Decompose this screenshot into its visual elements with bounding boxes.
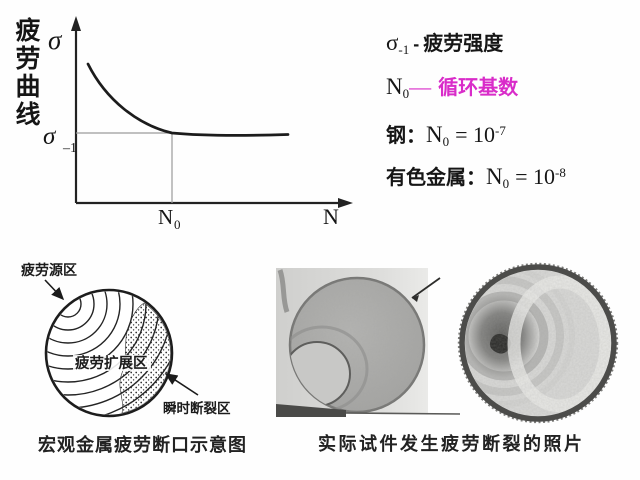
source-zone-arrow-icon (44, 279, 65, 301)
nonferrous-prefix: 有色金属： (386, 167, 486, 189)
y-axis-symbol: σ (48, 25, 63, 55)
side-title: 疲劳曲线 (12, 17, 40, 129)
x-axis-symbol: N (323, 204, 339, 229)
y-axis-arrow-icon (71, 16, 81, 31)
exponent: -8 (555, 165, 566, 180)
fracture-schematic: 疲劳源区 疲劳扩展区 瞬时断裂区 (21, 262, 231, 418)
note-nonferrous: 有色金属：N0 = 10-8 (386, 161, 566, 192)
note-steel: 钢：N0 = 10-7 (386, 119, 506, 150)
n-symbol: N (486, 164, 503, 189)
photo-bottom-band (276, 404, 346, 417)
photo-bottom-line (345, 412, 461, 415)
fracture-photo-left (276, 268, 461, 417)
photo-edge-streak (277, 269, 290, 313)
n-subscript: 0 (502, 176, 510, 191)
cycle-base-label: N0 (158, 205, 181, 232)
rupture-zone-label: 瞬时断裂区 (163, 400, 231, 416)
em-dash: — (409, 74, 432, 99)
equation-text: = 10 (515, 164, 556, 189)
n-subscript: 0 (442, 134, 450, 149)
source-zone-label: 疲劳源区 (21, 262, 77, 278)
note-fatigue-strength: σ-1- 疲劳强度 (386, 27, 503, 58)
growth-zone-label-bg (73, 355, 151, 371)
growth-zone-label: 疲劳扩展区 (75, 354, 148, 372)
photos-caption: 实际试件发生疲劳断裂的照片 (318, 434, 585, 454)
specimen-outer-texture (457, 262, 619, 424)
sn-curve (86, 62, 290, 137)
n-symbol: N (426, 122, 443, 147)
n-symbol: N (386, 74, 403, 99)
fatigue-curve-graph: σ σ –1 N0 N (43, 16, 353, 232)
sigma-subscript: -1 (398, 42, 410, 57)
note-cycle-base: N0— 循环基数 (386, 71, 518, 102)
exponent: -7 (495, 123, 506, 138)
cycle-base-label: 循环基数 (438, 77, 519, 99)
pointer-needle-tip (412, 295, 419, 302)
fatigue-strength-label: 疲劳强度 (423, 33, 504, 55)
rupture-zone-arrow-icon (164, 373, 199, 396)
equation-text: = 10 (455, 122, 496, 147)
n-subscript: 0 (402, 86, 410, 101)
pointer-needle-icon (411, 277, 441, 299)
fracture-photo-right (457, 262, 619, 424)
sigma-symbol: σ (386, 30, 399, 55)
schematic-caption: 宏观金属疲劳断口示意图 (38, 435, 247, 455)
x-axis-arrow-icon (338, 198, 353, 208)
steel-prefix: 钢： (386, 125, 426, 147)
photo-grain (465, 270, 611, 416)
separator-dash: - (413, 34, 420, 54)
fatigue-limit-label: σ –1 (43, 123, 77, 156)
